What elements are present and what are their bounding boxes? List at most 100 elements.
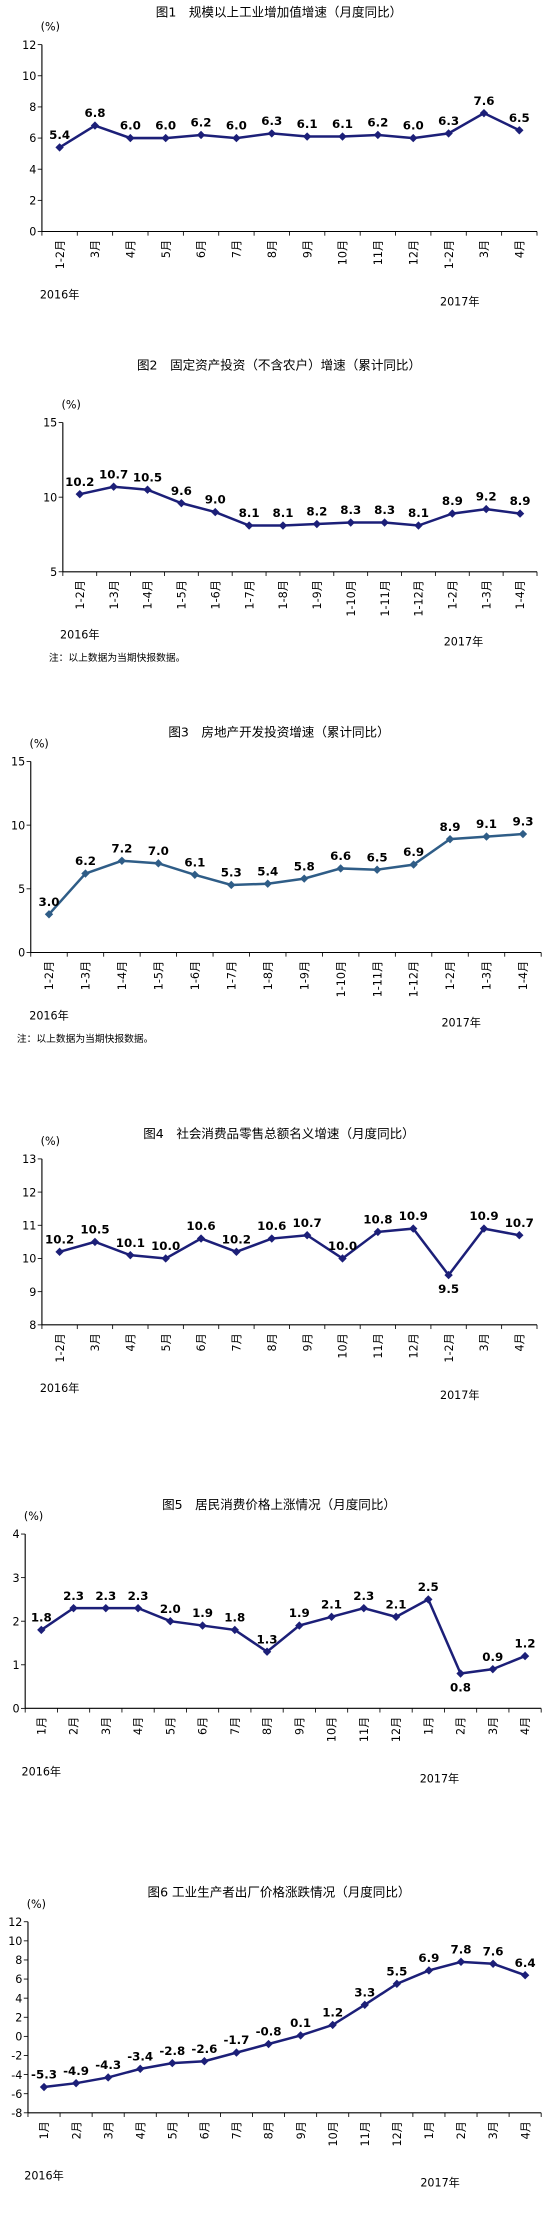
value-label: 1.9: [289, 1606, 310, 1620]
x-tick-label: 1-10月: [335, 961, 348, 997]
x-tick-label: 10月: [327, 2121, 340, 2146]
unit-label: (%): [29, 737, 48, 750]
chart-title: 图1 规模以上工业增加值增速（月度同比）: [156, 5, 402, 20]
data-point: [488, 1664, 497, 1674]
y-tick-label: -4: [11, 2069, 22, 2082]
data-point: [302, 132, 312, 141]
chart: 图1 规模以上工业增加值增速（月度同比） (%) 0 2 4 6 8 10 12 1-2月 3月 4月…: [22, 5, 538, 308]
value-label: 10.7: [505, 1216, 534, 1230]
x-tick-label: 1-2月: [54, 1333, 67, 1362]
value-label: 10.0: [328, 1239, 357, 1253]
data-point: [161, 133, 170, 143]
x-tick-label: 5月: [160, 240, 173, 258]
y-tick-label: 8: [15, 1954, 22, 1967]
value-label: 6.3: [438, 114, 459, 128]
value-label: 5.4: [49, 128, 70, 142]
value-label: 10.5: [80, 1223, 109, 1237]
data-point: [444, 129, 453, 138]
y-tick-label: 10: [22, 70, 36, 83]
x-tick-label: 1-9月: [311, 580, 324, 609]
value-label: 2.0: [160, 1602, 181, 1616]
y-tick-label: 0: [15, 2031, 22, 2044]
value-label: 1.2: [322, 2006, 343, 2020]
data-point: [482, 832, 491, 841]
data-line: [58, 111, 520, 149]
y-tick-label: 10: [43, 491, 57, 504]
data-point: [391, 1612, 401, 1622]
x-tick-label: 1-2月: [447, 580, 460, 609]
data-point: [230, 1625, 239, 1635]
data-point: [338, 132, 347, 141]
chart: 图5 居民消费价格上涨情况（月度同比） (%) 0 1 2 3 4 1月 2月 3月 4月 5月 6月 7…: [13, 1497, 542, 1785]
value-label: 9.1: [476, 817, 497, 831]
value-label: 6.1: [332, 117, 353, 131]
value-label: 10.2: [65, 475, 94, 489]
data-point: [126, 1250, 135, 1260]
data-point: [444, 1270, 453, 1280]
data-point: [520, 1971, 530, 1980]
x-tick-label: 1-4月: [142, 580, 155, 609]
y-tick-label: 6: [29, 132, 36, 145]
value-label: 0.8: [450, 1681, 471, 1695]
value-label: 10.9: [469, 1209, 498, 1223]
data-point: [143, 485, 152, 494]
value-label: 10.6: [257, 1219, 286, 1233]
value-label: 2.1: [321, 1597, 342, 1611]
x-tick-label: 4月: [514, 1333, 527, 1351]
value-label: 8.1: [239, 506, 260, 520]
x-tick-label: 12月: [407, 240, 420, 265]
data-point: [373, 1227, 383, 1237]
data-point: [232, 1247, 241, 1257]
value-label: 6.0: [226, 119, 247, 133]
value-label: -0.8: [256, 2025, 282, 2039]
x-tick-label: 10月: [337, 1333, 350, 1358]
value-label: 1.9: [192, 1606, 213, 1620]
value-label: 6.2: [191, 116, 212, 130]
x-tick-label: 1-3月: [80, 961, 93, 990]
y-tick-label: 5: [50, 566, 57, 579]
y-tick-label: 11: [22, 1219, 36, 1232]
data-point: [39, 2082, 49, 2092]
value-label: 6.2: [75, 854, 96, 868]
value-label: 6.0: [120, 119, 141, 133]
x-tick-label: 1-3月: [108, 580, 121, 609]
value-label: 2.3: [353, 1589, 374, 1603]
value-label: 5.8: [294, 859, 315, 873]
data-point: [338, 1254, 347, 1263]
year-label: 2016年: [40, 1381, 80, 1395]
data-point: [359, 1603, 368, 1613]
value-label: 6.4: [515, 1956, 536, 1970]
data-point: [168, 2058, 177, 2068]
year-label: 2016年: [22, 1764, 62, 1778]
value-label: 3.0: [39, 895, 60, 909]
value-label: 9.2: [476, 490, 497, 504]
y-tick-label: -2: [11, 2050, 22, 2063]
data-point: [103, 2073, 113, 2082]
x-tick-label: 1-9月: [298, 961, 311, 990]
year-label: 2016年: [24, 2169, 64, 2183]
data-point: [126, 133, 135, 143]
data-point: [211, 507, 220, 517]
x-tick-label: 5月: [164, 1717, 177, 1735]
data-point: [312, 519, 322, 529]
value-label: 10.8: [363, 1213, 392, 1227]
note: 注：以上数据为当期快报数据。: [49, 651, 186, 664]
data-point: [154, 859, 163, 868]
data-point: [380, 518, 389, 527]
year-label: 2017年: [441, 1015, 481, 1029]
value-label: 6.8: [84, 106, 105, 120]
value-label: 6.1: [184, 855, 205, 869]
value-label: 8.3: [340, 503, 361, 517]
x-tick-label: 1-3月: [480, 580, 493, 609]
data-point: [75, 490, 84, 499]
x-tick-label: 6月: [195, 240, 208, 258]
data-point: [373, 130, 383, 140]
x-tick-label: 1-2月: [54, 240, 67, 269]
value-label: 6.9: [418, 1951, 439, 1965]
data-line: [79, 485, 521, 527]
chart: 图6 工业生产者出厂价格涨跌情况（月度同比） (%) -8 -6 -4 -2 0 2 4 6 8 10…: [8, 1885, 542, 2190]
x-tick-label: 11月: [359, 2121, 372, 2146]
data-point: [267, 129, 276, 138]
data-point: [267, 1234, 276, 1243]
x-tick-label: 7月: [231, 1333, 244, 1351]
